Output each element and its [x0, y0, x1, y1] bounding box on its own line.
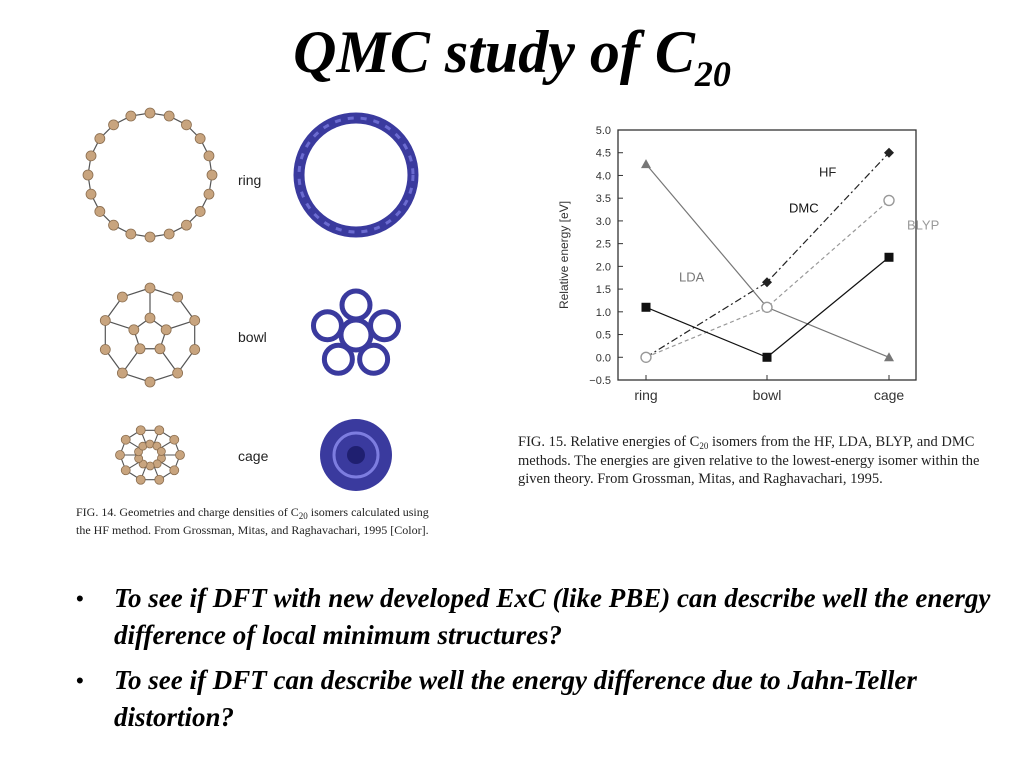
- data-point-lda: [641, 159, 651, 169]
- data-point-blyp: [761, 301, 773, 313]
- y-tick-label: 1.5: [596, 284, 611, 296]
- title-subscript: 20: [694, 54, 731, 94]
- series-line-lda: [645, 163, 890, 358]
- series-label-dmc: DMC: [789, 200, 819, 215]
- x-tick-label-bowl: bowl: [753, 387, 782, 403]
- y-tick-label: 0.5: [596, 330, 611, 342]
- y-tick-label: 3.0: [596, 216, 611, 228]
- x-tick-label-ring: ring: [634, 387, 657, 403]
- figure-15-caption: FIG. 15. Relative energies of C20 isomer…: [518, 434, 980, 487]
- y-tick-label: 3.5: [596, 193, 611, 205]
- label-bowl: bowl: [238, 329, 267, 345]
- label-cage: cage: [238, 448, 269, 464]
- y-tick-label: 1.0: [596, 307, 611, 319]
- data-point-hf: [762, 277, 772, 288]
- data-point-dmc: [641, 302, 651, 312]
- data-point-hf: [884, 147, 894, 158]
- bullet-item-2: • To see if DFT can describe well the ene…: [72, 662, 1012, 736]
- y-tick-label: 2.0: [596, 261, 611, 273]
- slide-title: QMC study of C20: [0, 14, 1024, 98]
- bullet-item-1: • To see if DFT with new developed ExC (l…: [72, 580, 1012, 654]
- energy-chart: 5.0 4.5 4.0 3.5 3.0 2.5 2.0 1.5 1.0 0.5 0.0 −0.5 Rel…: [557, 125, 939, 403]
- y-axis-label: Relative energy [eV]: [557, 201, 571, 309]
- title-main: QMC study of C: [293, 19, 695, 85]
- series-hf: [641, 147, 894, 363]
- bowl-geometry-illustration: [99, 282, 201, 388]
- y-tick-label: 5.0: [596, 125, 611, 137]
- figure-geometries: ring bowl cage FIG. 14. Geometries and c…: [60, 100, 455, 560]
- data-point-lda: [884, 352, 894, 362]
- bullet-list: • To see if DFT with new developed ExC (l…: [72, 580, 1012, 744]
- x-tick-label-cage: cage: [874, 387, 905, 403]
- y-tick-label: 2.5: [596, 239, 611, 251]
- y-tick-label: 4.5: [596, 148, 611, 160]
- cage-geometry-illustration: [115, 425, 185, 485]
- molecule-illustrations: [82, 107, 419, 491]
- cage-density-illustration: [320, 419, 392, 491]
- y-tick-label: 0.0: [596, 352, 611, 364]
- series-label-hf: HF: [819, 165, 836, 180]
- y-tick-label: 4.0: [596, 170, 611, 182]
- bullet-symbol: •: [76, 668, 84, 693]
- series-label-blyp: BLYP: [907, 217, 939, 232]
- bowl-density-illustration: [310, 288, 402, 376]
- series-dmc: [641, 252, 894, 362]
- plot-frame: [617, 129, 917, 381]
- ring-geometry-illustration: [82, 107, 218, 243]
- series-blyp: [640, 194, 895, 363]
- series-line-blyp: [645, 200, 890, 358]
- bullet-symbol: •: [76, 586, 84, 611]
- figure-14-caption: FIG. 14. Geometries and charge densities…: [76, 505, 429, 537]
- label-ring: ring: [238, 172, 262, 188]
- data-point-dmc: [884, 252, 894, 262]
- ring-density-illustration: [293, 112, 419, 238]
- series-label-lda: LDA: [679, 269, 705, 284]
- series-line-hf: [645, 152, 890, 358]
- data-point-blyp: [640, 351, 652, 363]
- data-point-blyp: [883, 194, 895, 207]
- figure-energies: 5.0 4.5 4.0 3.5 3.0 2.5 2.0 1.5 1.0 0.5 0.0 −0.5 Rel…: [510, 115, 990, 525]
- series-lda: [641, 159, 894, 362]
- y-tick-label: −0.5: [589, 375, 611, 387]
- data-point-dmc: [762, 352, 772, 362]
